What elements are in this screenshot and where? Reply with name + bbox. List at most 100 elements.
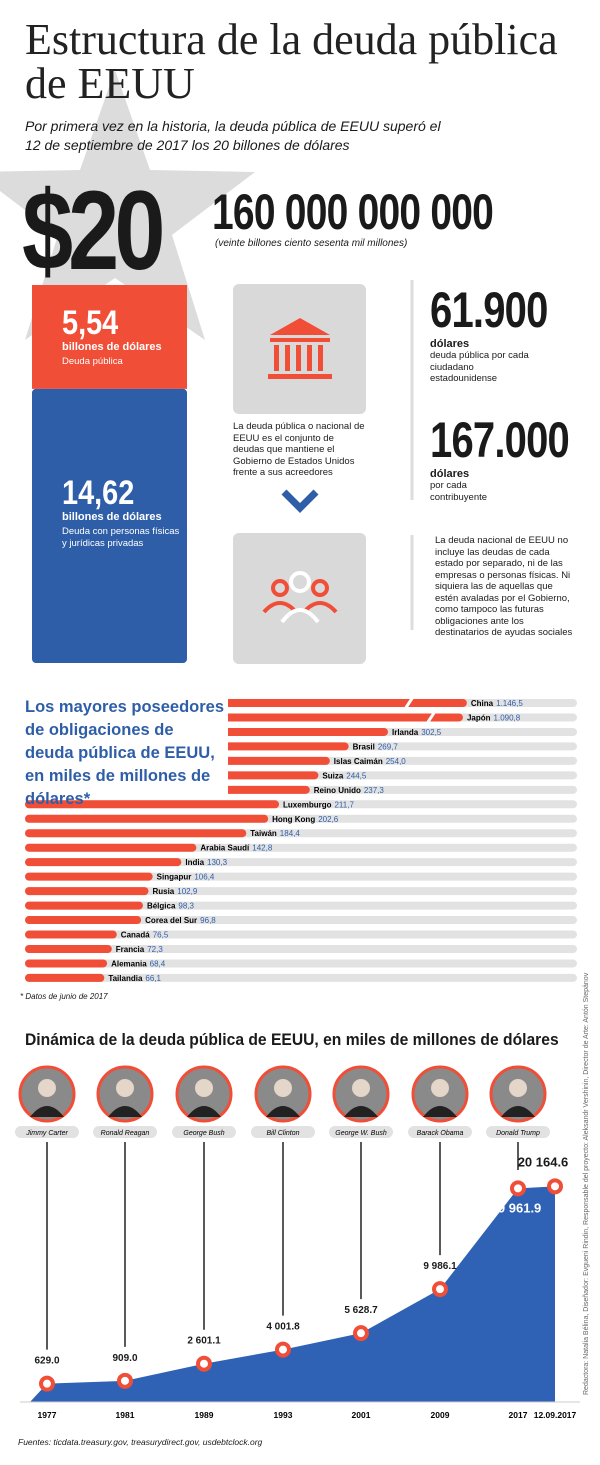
portrait-head bbox=[116, 1079, 134, 1097]
point bbox=[117, 1372, 133, 1389]
bar-track bbox=[25, 887, 577, 896]
bar-title: Los mayores poseedores de obligaciones d… bbox=[25, 698, 224, 808]
split-desc: Deuda con personas físicas y jurídicas p… bbox=[62, 526, 180, 549]
bar-value: 142,8 bbox=[252, 844, 273, 853]
portrait-body bbox=[266, 1106, 300, 1117]
bar bbox=[25, 829, 247, 838]
name-pill bbox=[15, 1126, 79, 1138]
bar bbox=[25, 872, 153, 881]
bar-label: Corea del Sur 96,8 bbox=[145, 916, 216, 925]
bar-value: 202,6 bbox=[318, 815, 339, 824]
portrait-head bbox=[431, 1079, 449, 1097]
name-pill bbox=[251, 1126, 315, 1138]
value-label: 909.0 bbox=[112, 1353, 137, 1364]
credits: Redactora: Natalia Bélina, Diseñador: Ev… bbox=[583, 972, 590, 1395]
bar bbox=[25, 843, 197, 852]
portrait-head bbox=[274, 1079, 292, 1097]
name-pill bbox=[329, 1126, 393, 1138]
value-label: 629.0 bbox=[34, 1356, 59, 1367]
bar bbox=[25, 858, 182, 867]
bar-label: Hong Kong 202,6 bbox=[272, 815, 339, 824]
x-tick-label: 2009 bbox=[431, 1410, 450, 1420]
portrait-head bbox=[38, 1079, 56, 1097]
president-name: Jimmy Carter bbox=[25, 1130, 68, 1137]
bar-category: Luxemburgo bbox=[283, 800, 332, 809]
bar-value: 1.090,8 bbox=[494, 713, 521, 722]
bar-value: 237,3 bbox=[364, 786, 385, 795]
bar-value: 96,8 bbox=[200, 916, 216, 925]
value-label: 19 961.9 bbox=[491, 1200, 542, 1215]
bar-track bbox=[25, 930, 577, 939]
bar-value: 68,4 bbox=[150, 959, 166, 968]
bar-category: Irlanda bbox=[392, 728, 419, 737]
stat: 61.900 dólares deuda pública por cada ci… bbox=[430, 285, 590, 385]
value-label: 4 001.8 bbox=[266, 1322, 300, 1333]
split-number: 5,54 bbox=[62, 304, 119, 342]
bar-category: Islas Caimán bbox=[334, 757, 383, 766]
split-unit: billones de dólares bbox=[62, 511, 162, 523]
bar-category: Suiza bbox=[322, 771, 343, 780]
subtitle: Por primera vez en la historia, la deuda… bbox=[25, 118, 441, 153]
president-name: Donald Trump bbox=[496, 1130, 540, 1137]
bar-value: 269,7 bbox=[378, 742, 399, 751]
bar-category: China bbox=[471, 699, 494, 708]
bar-label: Bélgica 98,3 bbox=[147, 902, 195, 911]
bar-value: 130,3 bbox=[207, 858, 228, 867]
bar-value: 302,5 bbox=[421, 728, 442, 737]
president-name: George Bush bbox=[183, 1130, 224, 1137]
point bbox=[39, 1375, 55, 1392]
point bbox=[196, 1355, 212, 1372]
stat-number: 61.900 bbox=[430, 282, 548, 338]
name-pill bbox=[486, 1126, 550, 1138]
split-unit: billones de dólares bbox=[62, 341, 162, 353]
split-text: 5,54 billones de dólares Deuda pública bbox=[62, 305, 182, 368]
bar-break bbox=[403, 696, 415, 710]
bar-category: Reino Unido bbox=[314, 786, 361, 795]
bar-value: 211,7 bbox=[334, 800, 354, 809]
bar-track bbox=[25, 872, 577, 881]
bar-label: Canadá 76,5 bbox=[121, 931, 169, 940]
bar-label: Arabia Saudí 142,8 bbox=[200, 844, 272, 853]
bar-label: Francia 72,3 bbox=[116, 945, 164, 954]
split-text: 14,62 billones de dólares Deuda con pers… bbox=[62, 475, 182, 550]
bar-value: 254,0 bbox=[386, 757, 407, 766]
bar-label: Tailandia 66,1 bbox=[108, 974, 161, 983]
name-pill bbox=[172, 1126, 236, 1138]
bar-track bbox=[25, 916, 577, 925]
bar bbox=[25, 814, 269, 823]
stat-desc: por cada contribuyente bbox=[430, 480, 488, 503]
point bbox=[353, 1325, 369, 1342]
point bbox=[547, 1178, 563, 1195]
bar-category: Canadá bbox=[121, 931, 150, 940]
x-tick-label: 2001 bbox=[352, 1410, 371, 1420]
people-icon bbox=[262, 571, 338, 624]
title-cover bbox=[0, 692, 228, 794]
bar-value: 66,1 bbox=[145, 974, 161, 983]
portrait-head bbox=[509, 1079, 527, 1097]
bar-category: Arabia Saudí bbox=[200, 844, 250, 853]
portrait-body bbox=[423, 1106, 457, 1117]
amount-rest: 160 000 000 000 bbox=[212, 184, 494, 240]
value-label: 20 164.6 bbox=[518, 1154, 569, 1169]
bar-track bbox=[25, 901, 577, 910]
bar-value: 184,4 bbox=[280, 829, 301, 838]
x-tick-label: 1977 bbox=[38, 1410, 57, 1420]
sources: Fuentes: ticdata.treasury.gov, treasuryd… bbox=[18, 1437, 263, 1447]
bar-category: Singapur bbox=[157, 873, 192, 882]
bar-track bbox=[25, 959, 577, 968]
portrait-head bbox=[352, 1079, 370, 1097]
amount: $20 bbox=[22, 168, 165, 293]
star bbox=[0, 70, 255, 340]
portrait-body bbox=[30, 1106, 64, 1117]
bar-note: * Datos de junio de 2017 bbox=[20, 992, 108, 1001]
bar-category: Alemania bbox=[111, 959, 147, 968]
bar bbox=[25, 916, 142, 925]
x-tick-label: 1989 bbox=[195, 1410, 214, 1420]
bar bbox=[25, 959, 108, 968]
bar-label: Islas Caimán 254,0 bbox=[334, 757, 406, 766]
bar-category: Hong Kong bbox=[272, 815, 315, 824]
x-tick-label: 1981 bbox=[116, 1410, 135, 1420]
bar-label: Brasil 269,7 bbox=[353, 742, 399, 751]
